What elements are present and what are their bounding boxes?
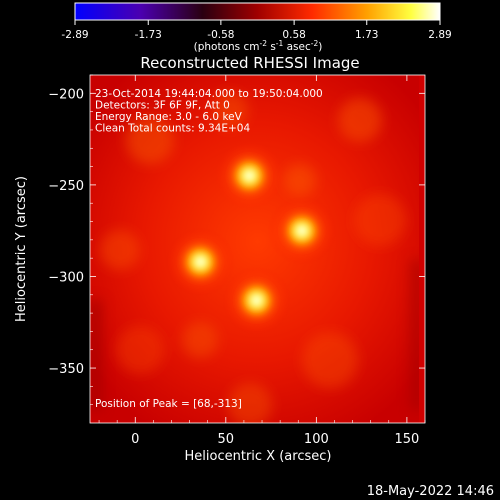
plot-frame [89,74,426,424]
info-text: 23-Oct-2014 19:44:04.000 to 19:50:04.000… [95,88,323,135]
info-line: 23-Oct-2014 19:44:04.000 to 19:50:04.000 [95,88,323,100]
y-tick-label: −250 [48,179,84,194]
x-axis-label: Heliocentric X (arcsec) [185,449,332,464]
colorbar-tick-label: -1.73 [135,29,162,41]
info-line: Detectors: 3F 6F 9F, Att 0 [95,100,230,112]
colorbar: -2.89 -1.73 -0.58 0.58 1.73 2.89 (photons cm-… [61,2,452,53]
x-tick-label: 150 [394,432,419,447]
y-tick-label: −350 [48,362,84,377]
colorbar-units: (photons cm-2 s-1 asec-2) [194,39,323,53]
info-line: Energy Range: 3.0 - 6.0 keV [95,111,243,123]
footer-date: 18-May-2022 14:46 [367,484,494,499]
y-ticks: −200 −250 −300 −350 [48,74,425,405]
y-tick-label: −300 [48,270,84,285]
info-line: Clean Total counts: 9.34E+04 [95,123,250,135]
y-tick-label: −200 [48,87,84,102]
texture [100,92,406,423]
image-right-strip [419,75,425,423]
source-blob [234,278,279,323]
colorbar-gradient [75,3,440,20]
source-blob [227,153,272,198]
colorbar-tick-label: 0.58 [282,29,305,41]
x-tick-label: 100 [304,432,329,447]
colorbar-ticks: -2.89 -1.73 -0.58 0.58 1.73 2.89 [61,20,452,41]
plot-title: Reconstructed RHESSI Image [140,54,359,72]
colorbar-tick-label: -0.58 [207,29,234,41]
colorbar-tick-label: 1.73 [355,29,378,41]
colorbar-tick-label: -2.89 [61,29,88,41]
sources [166,141,336,335]
y-axis-label: Heliocentric Y (arcsec) [14,176,29,322]
x-ticks: 0 50 100 150 [98,75,426,447]
x-tick-label: 50 [218,432,235,447]
colorbar-tick-label: 2.89 [428,29,451,41]
source-blob [178,239,223,284]
source-blob [279,208,324,253]
rhessi-image [90,75,425,423]
x-tick-label: 0 [131,432,139,447]
colorbar-frame [74,2,441,21]
peak-position-label: Position of Peak = [68,-313] [95,398,242,410]
